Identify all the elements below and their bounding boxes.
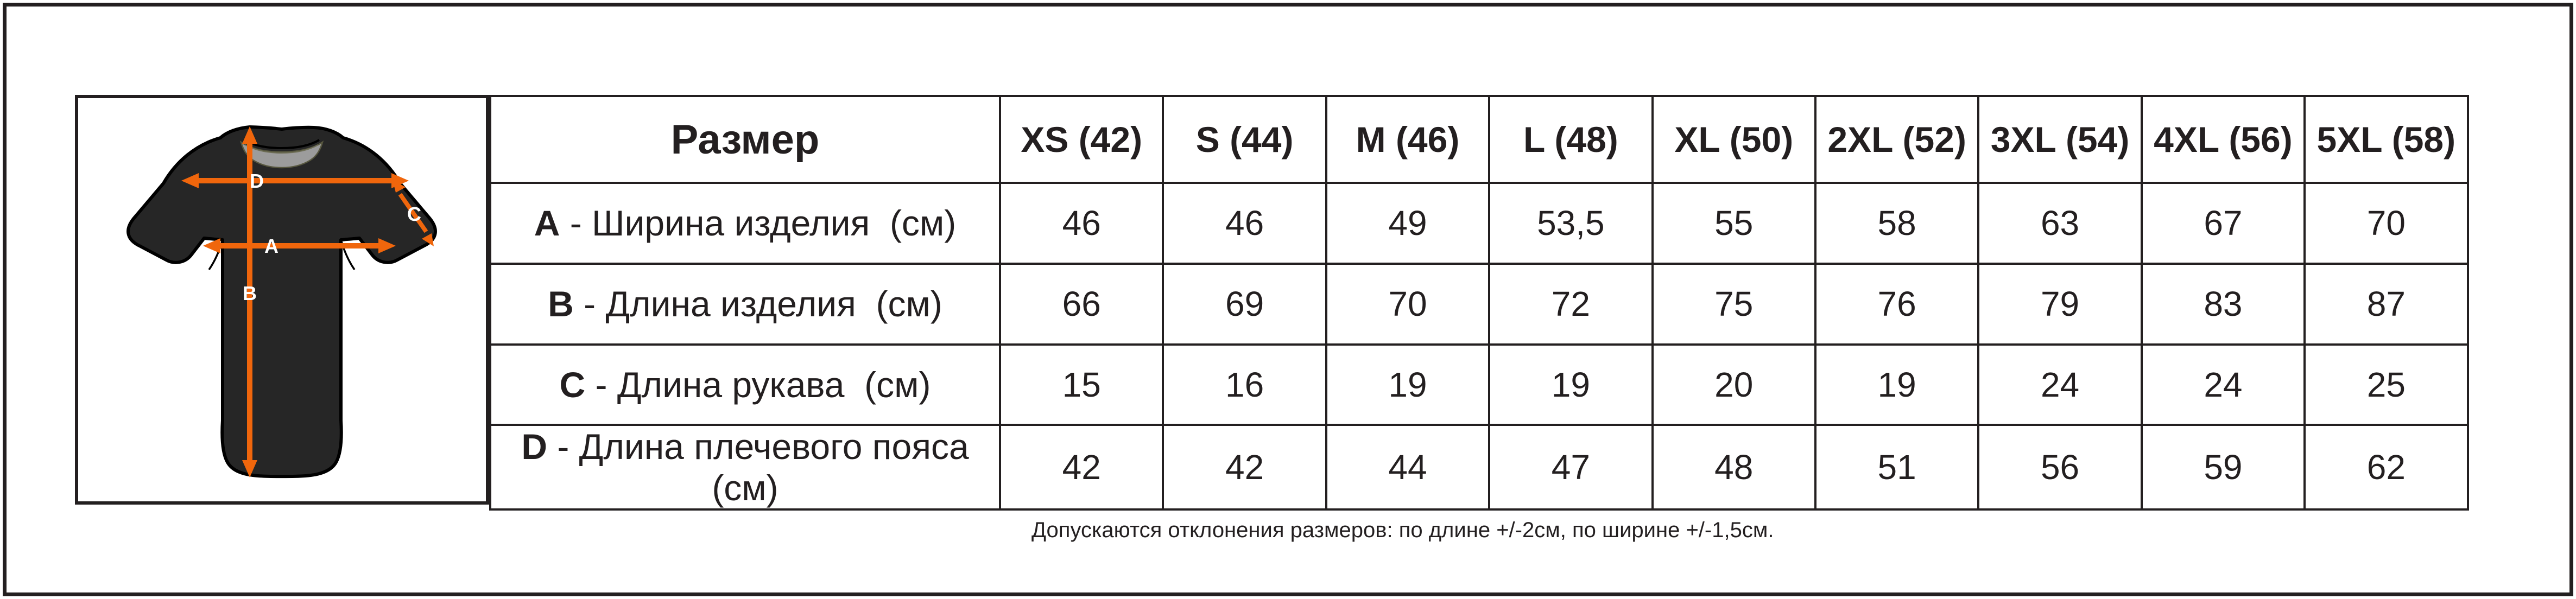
svg-text:D: D — [250, 170, 264, 192]
svg-text:A: A — [264, 235, 279, 257]
svg-text:B: B — [243, 282, 257, 304]
svg-text:C: C — [407, 203, 421, 225]
